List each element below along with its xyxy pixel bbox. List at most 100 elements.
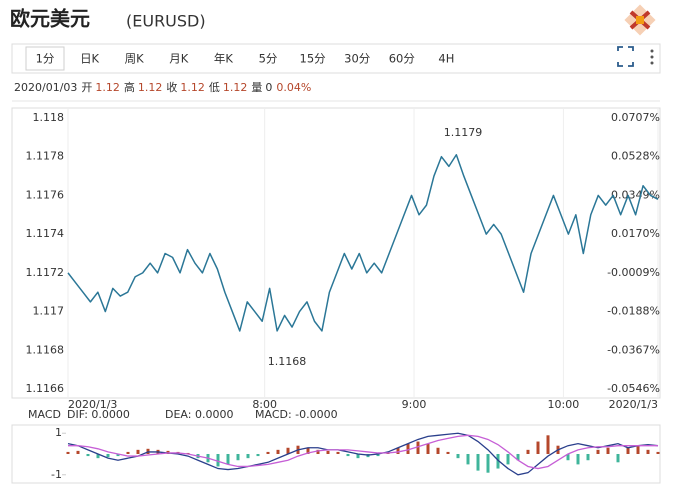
- macd-bar: [346, 454, 350, 457]
- x-tick-label: 10:00: [548, 398, 580, 411]
- quote-label: 低: [209, 81, 220, 94]
- y-tick-label: 1.1174: [26, 227, 65, 240]
- quote-label: 收: [166, 80, 177, 94]
- y-tick-label: 1.1172: [26, 266, 65, 279]
- macd-bar: [246, 454, 250, 459]
- macd-bar: [66, 451, 70, 454]
- macd-bar: [286, 447, 290, 454]
- annotation: 1.1168: [268, 355, 307, 368]
- x-tick-label: 8:00: [252, 398, 277, 411]
- macd-bar: [576, 454, 580, 465]
- annotation: 1.1179: [444, 126, 483, 139]
- macd-legend-title: MACD: [28, 408, 61, 421]
- macd-bar: [456, 454, 460, 459]
- y2-tick-label: 0.0170%: [611, 227, 660, 240]
- tab[interactable]: 年K: [214, 52, 233, 66]
- tab[interactable]: 15分: [300, 52, 327, 66]
- macd-bar: [106, 454, 110, 458]
- macd-bar: [306, 447, 310, 454]
- macd-bar: [266, 451, 270, 454]
- macd-bar: [116, 454, 120, 457]
- tab[interactable]: 月K: [169, 52, 188, 66]
- more-icon[interactable]: [650, 49, 654, 65]
- quote-value: 1.12: [95, 81, 120, 94]
- macd-bar: [436, 447, 440, 454]
- macd-bar: [356, 454, 360, 459]
- macd-bar: [526, 449, 530, 454]
- tab[interactable]: 4H: [438, 52, 454, 66]
- active-tab[interactable]: [25, 46, 65, 71]
- y-tick-label: 1.1166: [26, 382, 65, 395]
- quote-label: 开: [81, 81, 92, 94]
- macd-bar: [406, 443, 410, 454]
- quote-line: 2020/01/03 开 1.12 高 1.12 收 1.12 低 1.12 量 0 0.04%: [14, 80, 311, 94]
- macd-legend: DEA: 0.0000: [165, 408, 233, 421]
- quote-label: 高: [124, 80, 135, 94]
- macd-bar: [606, 447, 610, 454]
- macd-bar: [516, 454, 520, 461]
- symbol: (EURUSD): [126, 12, 206, 31]
- macd-bar: [646, 449, 650, 454]
- price-line: [67, 154, 659, 332]
- y2-tick-label: 0.0707%: [611, 111, 660, 124]
- macd-bar: [126, 451, 130, 454]
- x-tick-label: 9:00: [402, 398, 427, 411]
- tab[interactable]: 5分: [259, 52, 278, 66]
- macd-bar: [616, 454, 620, 463]
- macd-bar: [626, 447, 630, 454]
- tab[interactable]: 30分: [344, 52, 371, 66]
- page-title: 欧元美元: [10, 7, 90, 31]
- quote-value: 1.12: [138, 81, 163, 94]
- y2-tick-label: -0.0367%: [607, 343, 660, 356]
- macd-bar: [496, 454, 500, 469]
- macd-bar: [136, 449, 140, 454]
- macd-bar: [96, 454, 100, 459]
- tab[interactable]: 周K: [125, 52, 144, 66]
- y-tick-label: 1.1176: [26, 188, 65, 201]
- macd-bar: [466, 454, 470, 465]
- tab-bar: [11, 43, 661, 74]
- macd-bar: [86, 454, 90, 457]
- x-tick-label: 2020/1/3: [68, 398, 117, 411]
- macd-bar: [536, 441, 540, 454]
- tab[interactable]: 60分: [389, 52, 416, 66]
- macd-bar: [376, 454, 380, 457]
- y-tick-label: 1.117: [33, 305, 65, 318]
- macd-bar: [656, 451, 660, 454]
- macd-bar: [396, 447, 400, 454]
- macd-bar: [76, 450, 80, 454]
- y-tick-label: 1.118: [33, 111, 65, 124]
- macd-bar: [486, 454, 490, 473]
- macd-bar: [416, 441, 420, 454]
- macd-bar: [566, 454, 570, 461]
- macd-bar: [256, 454, 260, 457]
- macd-legend: MACD: -0.0000: [255, 408, 338, 421]
- y2-tick-label: 0.0349%: [611, 188, 660, 201]
- y-tick-label: 1.1178: [26, 150, 65, 163]
- macd-frame: [11, 424, 661, 484]
- x-tick-label: 2020/1/3: [609, 398, 658, 411]
- logo: [624, 4, 656, 36]
- macd-bar: [426, 443, 430, 454]
- macd-bar: [506, 454, 510, 465]
- macd-bar: [316, 449, 320, 454]
- quote-label: 量: [251, 81, 262, 94]
- macd-bar: [336, 451, 340, 454]
- macd-bar: [636, 445, 640, 454]
- macd-bar: [596, 449, 600, 454]
- macd-bar: [586, 454, 590, 461]
- quote-date: 2020/01/03: [14, 81, 77, 94]
- macd-bar: [446, 451, 450, 454]
- quote-value: 1.12: [223, 81, 248, 94]
- tab[interactable]: 日K: [80, 52, 99, 66]
- y2-tick-label: 0.0528%: [611, 150, 660, 163]
- y2-tick-label: -0.0546%: [607, 382, 660, 395]
- macd-bar: [326, 450, 330, 454]
- tab[interactable]: 1分: [36, 52, 55, 66]
- fullscreen-icon[interactable]: [617, 46, 634, 67]
- macd-y-tick-label: -1: [51, 468, 62, 481]
- y2-tick-label: -0.0188%: [607, 305, 660, 318]
- macd-legend: DIF: 0.0000: [67, 408, 130, 421]
